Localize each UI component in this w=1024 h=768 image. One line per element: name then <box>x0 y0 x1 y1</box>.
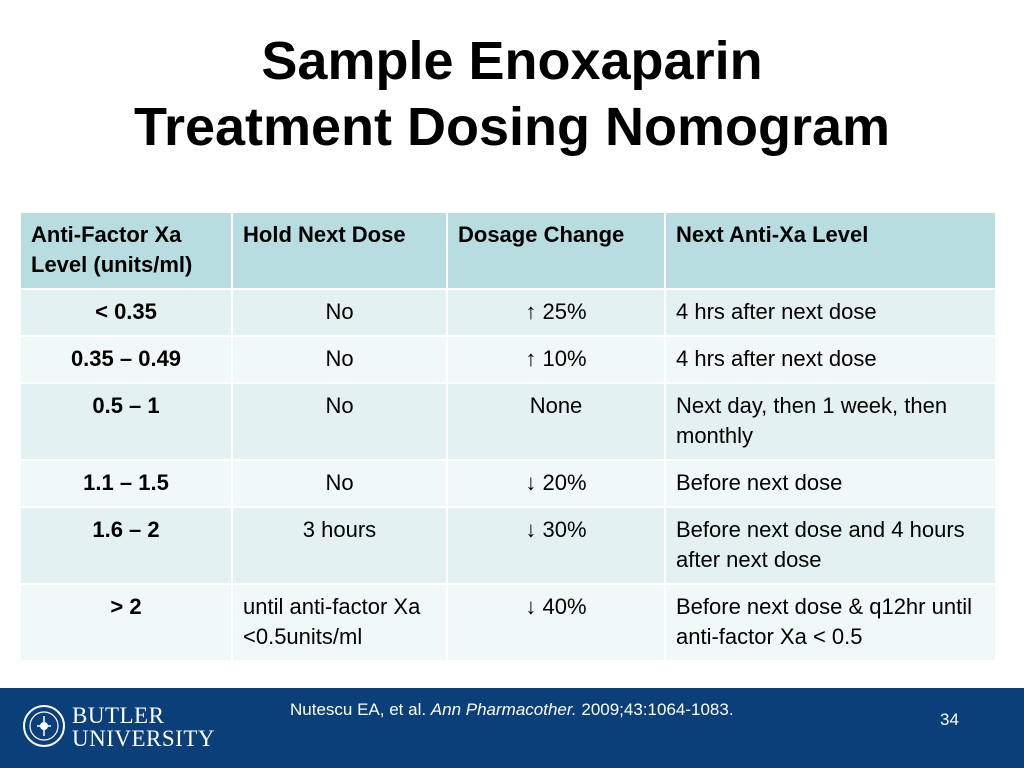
hold-cell: No <box>231 335 448 384</box>
change-cell: ↑ 10% <box>446 335 666 384</box>
footer-bar: BUTLER UNIVERSITY Nutescu EA, et al. Ann… <box>0 688 1024 768</box>
change-cell: ↓ 40% <box>446 583 666 662</box>
citation: Nutescu EA, et al. Ann Pharmacother. 200… <box>290 700 734 720</box>
level-cell: > 2 <box>19 583 233 662</box>
hold-cell: No <box>231 288 448 337</box>
level-cell: < 0.35 <box>19 288 233 337</box>
table-row: < 0.35 No ↑ 25% 4 hrs after next dose <box>19 288 997 337</box>
page-number: 34 <box>940 710 959 729</box>
level-cell: 1.1 – 1.5 <box>19 459 233 508</box>
header-level-line1: Anti-Factor Xa <box>31 222 182 247</box>
table-row: 0.5 – 1 No None Next day, then 1 week, t… <box>19 382 997 461</box>
table-row: 0.35 – 0.49 No ↑ 10% 4 hrs after next do… <box>19 335 997 384</box>
brand-line1: BUTLER <box>72 703 165 728</box>
university-logo: BUTLER UNIVERSITY <box>72 704 215 750</box>
next-level-cell: Before next dose and 4 hours after next … <box>664 506 997 585</box>
table-row: 1.6 – 2 3 hours ↓ 30% Before next dose a… <box>19 506 997 585</box>
brand-line2: UNIVERSITY <box>72 726 215 751</box>
header-next-anti-xa-level: Next Anti-Xa Level <box>664 211 997 290</box>
header-anti-factor-xa-level: Anti-Factor Xa Level (units/ml) <box>19 211 233 290</box>
level-cell: 1.6 – 2 <box>19 506 233 585</box>
university-seal-icon <box>23 705 65 747</box>
header-dosage-change: Dosage Change <box>446 211 666 290</box>
next-level-cell: 4 hrs after next dose <box>664 335 997 384</box>
change-cell: ↓ 20% <box>446 459 666 508</box>
next-level-cell: Next day, then 1 week, then monthly <box>664 382 997 461</box>
level-cell: 0.5 – 1 <box>19 382 233 461</box>
header-hold-next-dose: Hold Next Dose <box>231 211 448 290</box>
next-level-cell: Before next dose & q12hr until anti-fact… <box>664 583 997 662</box>
slide-title-line1: Sample Enoxaparin <box>261 31 763 91</box>
slide-title: Sample Enoxaparin Treatment Dosing Nomog… <box>0 28 1024 160</box>
citation-details: 2009;43:1064-1083. <box>576 700 734 719</box>
next-level-cell: Before next dose <box>664 459 997 508</box>
table-row: > 2 until anti-factor Xa <0.5units/ml ↓ … <box>19 583 997 662</box>
hold-cell: 3 hours <box>231 506 448 585</box>
next-level-cell: 4 hrs after next dose <box>664 288 997 337</box>
header-level-line2: Level (units/ml) <box>31 252 193 277</box>
table-header-row: Anti-Factor Xa Level (units/ml) Hold Nex… <box>19 211 997 290</box>
hold-cell: No <box>231 382 448 461</box>
dosing-nomogram-table: Anti-Factor Xa Level (units/ml) Hold Nex… <box>19 211 997 662</box>
citation-authors: Nutescu EA, et al. <box>290 700 431 719</box>
hold-cell: No <box>231 459 448 508</box>
hold-cell: until anti-factor Xa <0.5units/ml <box>231 583 448 662</box>
change-cell: ↓ 30% <box>446 506 666 585</box>
change-cell: ↑ 25% <box>446 288 666 337</box>
level-cell: 0.35 – 0.49 <box>19 335 233 384</box>
citation-journal: Ann Pharmacother. <box>430 700 577 719</box>
table-row: 1.1 – 1.5 No ↓ 20% Before next dose <box>19 459 997 508</box>
slide-title-line2: Treatment Dosing Nomogram <box>133 97 891 157</box>
change-cell: None <box>446 382 666 461</box>
